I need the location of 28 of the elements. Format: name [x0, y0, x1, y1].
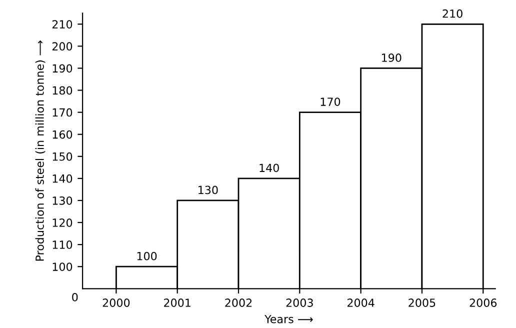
- y-tick-label: 180: [52, 86, 72, 95]
- y-tick-label: 110: [52, 240, 72, 249]
- data-label: 210: [442, 9, 462, 18]
- x-tick-label: 2001: [164, 298, 190, 307]
- x-tick-label: 2004: [347, 298, 374, 307]
- x-tick-label: 2006: [470, 298, 497, 307]
- data-label: 170: [320, 98, 340, 106]
- y-tick-label: 120: [52, 218, 72, 227]
- x-tick-label: 2002: [225, 298, 252, 307]
- x-tick-label: 2000: [102, 298, 130, 307]
- y-tick-label: 170: [52, 108, 72, 117]
- data-label: 130: [198, 186, 218, 194]
- data-label: 190: [382, 54, 402, 62]
- y-axis-title: Production of steel (in million tonne) ⟶: [35, 40, 46, 261]
- y-tick-label: 150: [52, 152, 72, 161]
- data-label: 140: [260, 164, 279, 172]
- y-tick-label: 100: [52, 262, 72, 271]
- y-tick-label: 210: [52, 20, 72, 29]
- text: 0: [72, 292, 78, 302]
- y-tick-label: 200: [52, 42, 72, 51]
- y-tick-label: 140: [52, 174, 72, 183]
- y-tick-label: 160: [52, 130, 72, 139]
- data-label: 100: [137, 252, 157, 260]
- x-tick-label: 2005: [408, 298, 436, 307]
- y-tick-label: 130: [52, 196, 72, 205]
- y-tick-label: 190: [52, 64, 72, 73]
- x-tick-label: 2003: [286, 298, 313, 307]
- x-axis-title: Years ⟶: [264, 315, 313, 324]
